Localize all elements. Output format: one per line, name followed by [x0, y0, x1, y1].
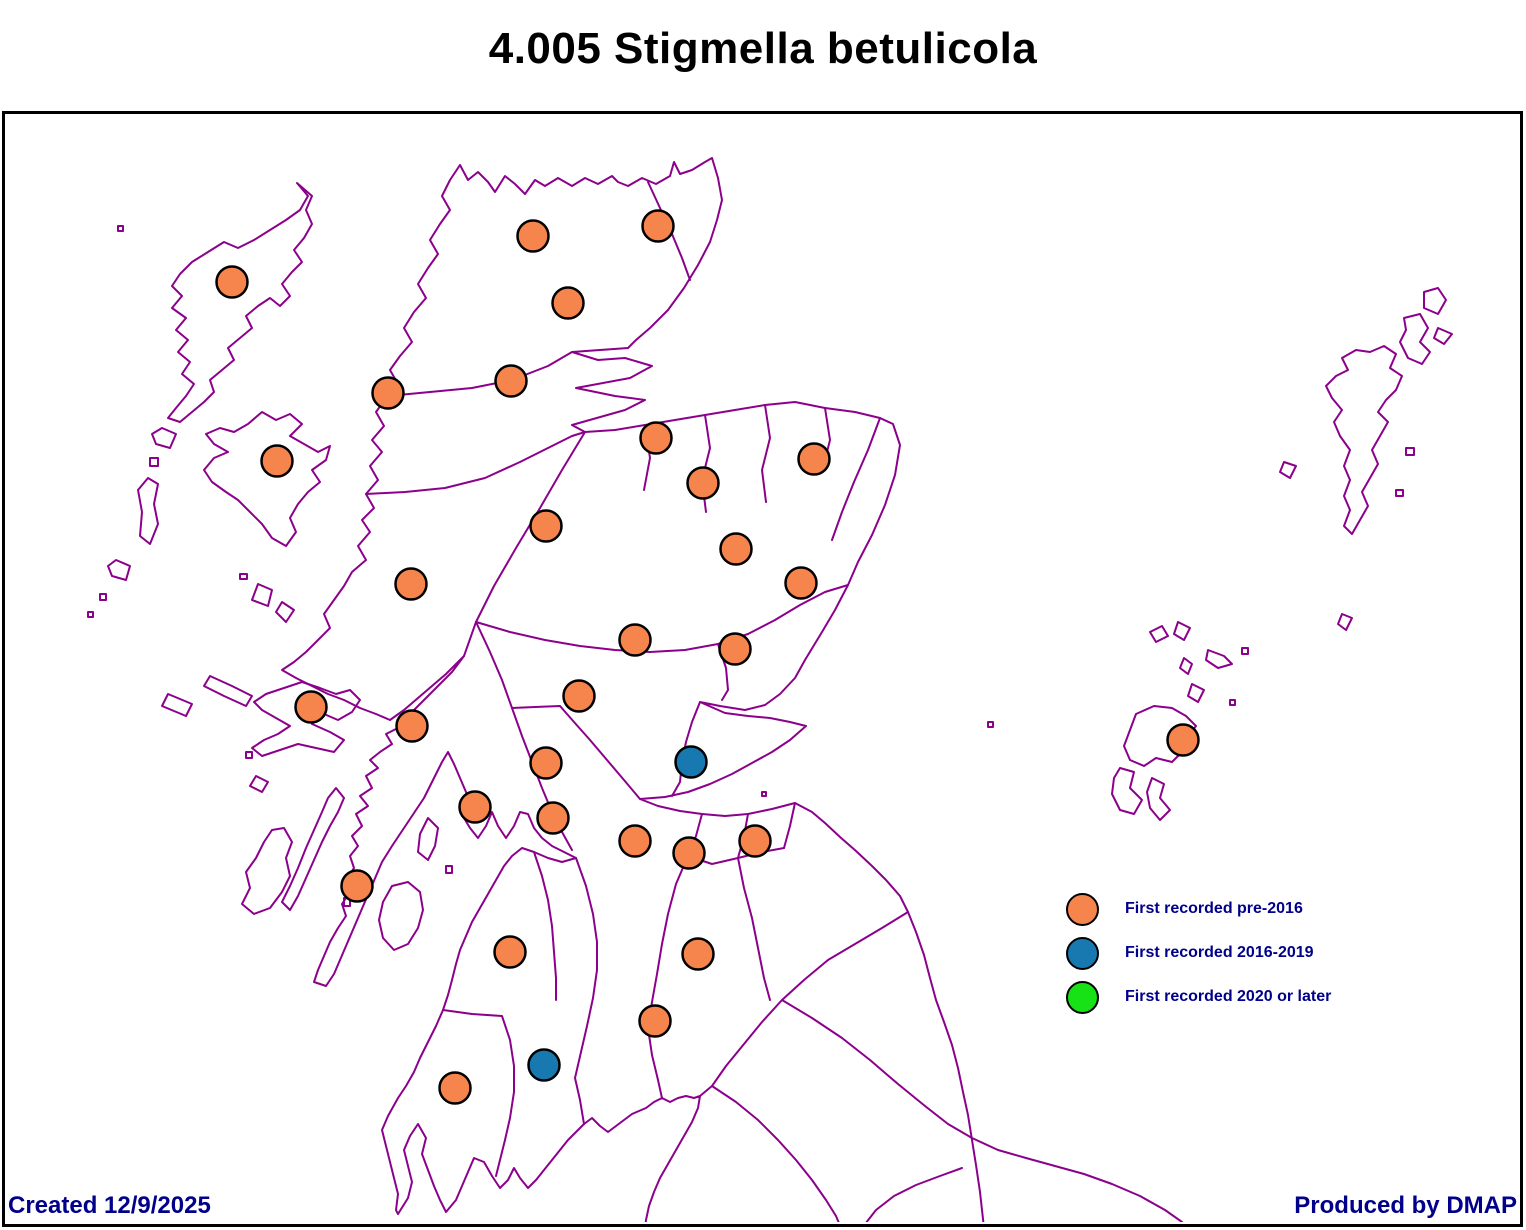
legend-label: First recorded pre-2016	[1125, 900, 1303, 917]
legend-label: First recorded 2016-2019	[1125, 944, 1314, 961]
produced-by-text: Produced by DMAP	[1294, 1192, 1517, 1219]
legend-item-2020-later: First recorded 2020 or later	[1040, 980, 1331, 1014]
legend-swatch-2016-2019-icon	[1066, 936, 1099, 970]
legend-item-pre-2016: First recorded pre-2016	[1040, 892, 1303, 926]
legend-swatch-pre-2016-icon	[1066, 892, 1099, 926]
legend-swatch-2020-later-icon	[1066, 980, 1099, 1014]
legend-label: First recorded 2020 or later	[1125, 988, 1332, 1005]
created-date-text: Created 12/9/2025	[8, 1192, 211, 1219]
page-title: 4.005 Stigmella betulicola	[488, 24, 1038, 73]
map-frame	[2, 111, 1523, 1227]
legend-item-2016-2019: First recorded 2016-2019	[1040, 936, 1314, 970]
